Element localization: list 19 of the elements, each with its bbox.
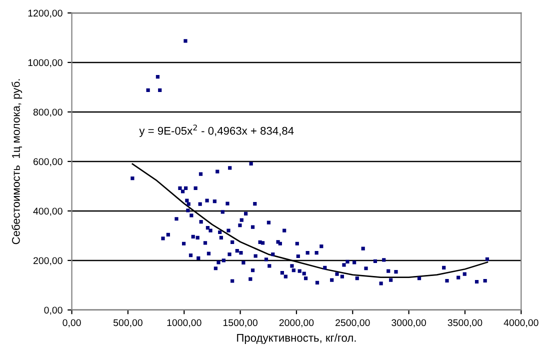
y-tick-label: 0,00: [44, 306, 62, 315]
x-axis-title: Продуктивность, кг/гол.: [237, 334, 356, 344]
x-tick-label: 0,00: [62, 319, 81, 328]
x-tick-label: 1500,00: [223, 319, 258, 328]
y-tick-label: 1200,00: [28, 10, 62, 18]
y-tick-label: 1000,00: [28, 59, 62, 68]
y-tick-label: 800,00: [33, 108, 62, 117]
x-tick-label: 500,00: [113, 319, 142, 328]
x-tick-label: 1000,00: [167, 319, 202, 328]
x-tick-label: 3500,00: [448, 319, 482, 328]
x-tick-label: 2000,00: [279, 319, 314, 328]
x-tick-label: 3000,00: [392, 319, 426, 328]
y-tick-label: 600,00: [34, 158, 62, 166]
y-axis-title: Себестоимость 1ц молока, руб.: [12, 79, 22, 244]
y-tick-label: 400,00: [33, 208, 62, 216]
y-tick-label: 200,00: [34, 257, 62, 266]
x-tick-label: 4000,00: [504, 319, 538, 328]
x-tick-label: 2500,00: [336, 319, 370, 328]
annotation: y = 9E-05x$^{2}$ - 0,4963x + 834,84: [139, 124, 294, 137]
